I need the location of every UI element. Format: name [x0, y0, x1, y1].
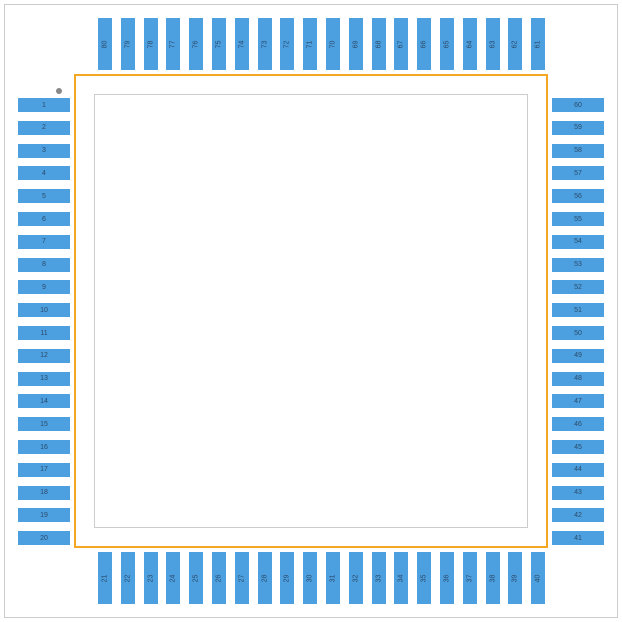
pin-76: 76	[189, 18, 203, 70]
pin-58: 58	[552, 144, 604, 158]
pin-29: 29	[280, 552, 294, 604]
pin-55: 55	[552, 212, 604, 226]
pin-49: 49	[552, 349, 604, 363]
pin-2: 2	[18, 121, 70, 135]
pin-61: 61	[531, 18, 545, 70]
pin-80: 80	[98, 18, 112, 70]
pin-25: 25	[189, 552, 203, 604]
pin-15: 15	[18, 417, 70, 431]
pin-32: 32	[349, 552, 363, 604]
pin-18: 18	[18, 486, 70, 500]
pin-28: 28	[258, 552, 272, 604]
pin-77: 77	[166, 18, 180, 70]
pin-12: 12	[18, 349, 70, 363]
pin-34: 34	[394, 552, 408, 604]
pin-30: 30	[303, 552, 317, 604]
pin-75: 75	[212, 18, 226, 70]
pin-70: 70	[326, 18, 340, 70]
pin-44: 44	[552, 463, 604, 477]
pin-36: 36	[440, 552, 454, 604]
pin-42: 42	[552, 508, 604, 522]
pin-57: 57	[552, 166, 604, 180]
pin-17: 17	[18, 463, 70, 477]
pin-41: 41	[552, 531, 604, 545]
pin-37: 37	[463, 552, 477, 604]
inner-square	[94, 94, 528, 528]
pin-5: 5	[18, 189, 70, 203]
pin-62: 62	[508, 18, 522, 70]
pin-11: 11	[18, 326, 70, 340]
pin-74: 74	[235, 18, 249, 70]
pin-45: 45	[552, 440, 604, 454]
pin-9: 9	[18, 280, 70, 294]
pin-56: 56	[552, 189, 604, 203]
pin-21: 21	[98, 552, 112, 604]
pin-3: 3	[18, 144, 70, 158]
pin-71: 71	[303, 18, 317, 70]
pin-27: 27	[235, 552, 249, 604]
pin-40: 40	[531, 552, 545, 604]
pin-54: 54	[552, 235, 604, 249]
pin-72: 72	[280, 18, 294, 70]
pin-73: 73	[258, 18, 272, 70]
pin-50: 50	[552, 326, 604, 340]
pin-46: 46	[552, 417, 604, 431]
pin-16: 16	[18, 440, 70, 454]
pin-65: 65	[440, 18, 454, 70]
pin-33: 33	[372, 552, 386, 604]
pin-69: 69	[349, 18, 363, 70]
pin1-dot-icon	[56, 88, 62, 94]
pin-59: 59	[552, 121, 604, 135]
pin-39: 39	[508, 552, 522, 604]
pin-23: 23	[144, 552, 158, 604]
pin-51: 51	[552, 303, 604, 317]
pin-13: 13	[18, 372, 70, 386]
pin-31: 31	[326, 552, 340, 604]
pin-26: 26	[212, 552, 226, 604]
pin-6: 6	[18, 212, 70, 226]
pin-67: 67	[394, 18, 408, 70]
pin-19: 19	[18, 508, 70, 522]
pin-66: 66	[417, 18, 431, 70]
pin-22: 22	[121, 552, 135, 604]
pin-53: 53	[552, 258, 604, 272]
pin-35: 35	[417, 552, 431, 604]
pin-60: 60	[552, 98, 604, 112]
pin-43: 43	[552, 486, 604, 500]
pin-52: 52	[552, 280, 604, 294]
pin-64: 64	[463, 18, 477, 70]
pin-4: 4	[18, 166, 70, 180]
pin-68: 68	[372, 18, 386, 70]
pin-79: 79	[121, 18, 135, 70]
pin-47: 47	[552, 394, 604, 408]
pin-38: 38	[486, 552, 500, 604]
pin-7: 7	[18, 235, 70, 249]
pin-1: 1	[18, 98, 70, 112]
pin-48: 48	[552, 372, 604, 386]
pin-63: 63	[486, 18, 500, 70]
pin-78: 78	[144, 18, 158, 70]
pin-24: 24	[166, 552, 180, 604]
pin-20: 20	[18, 531, 70, 545]
pin-8: 8	[18, 258, 70, 272]
pin-10: 10	[18, 303, 70, 317]
pin-14: 14	[18, 394, 70, 408]
